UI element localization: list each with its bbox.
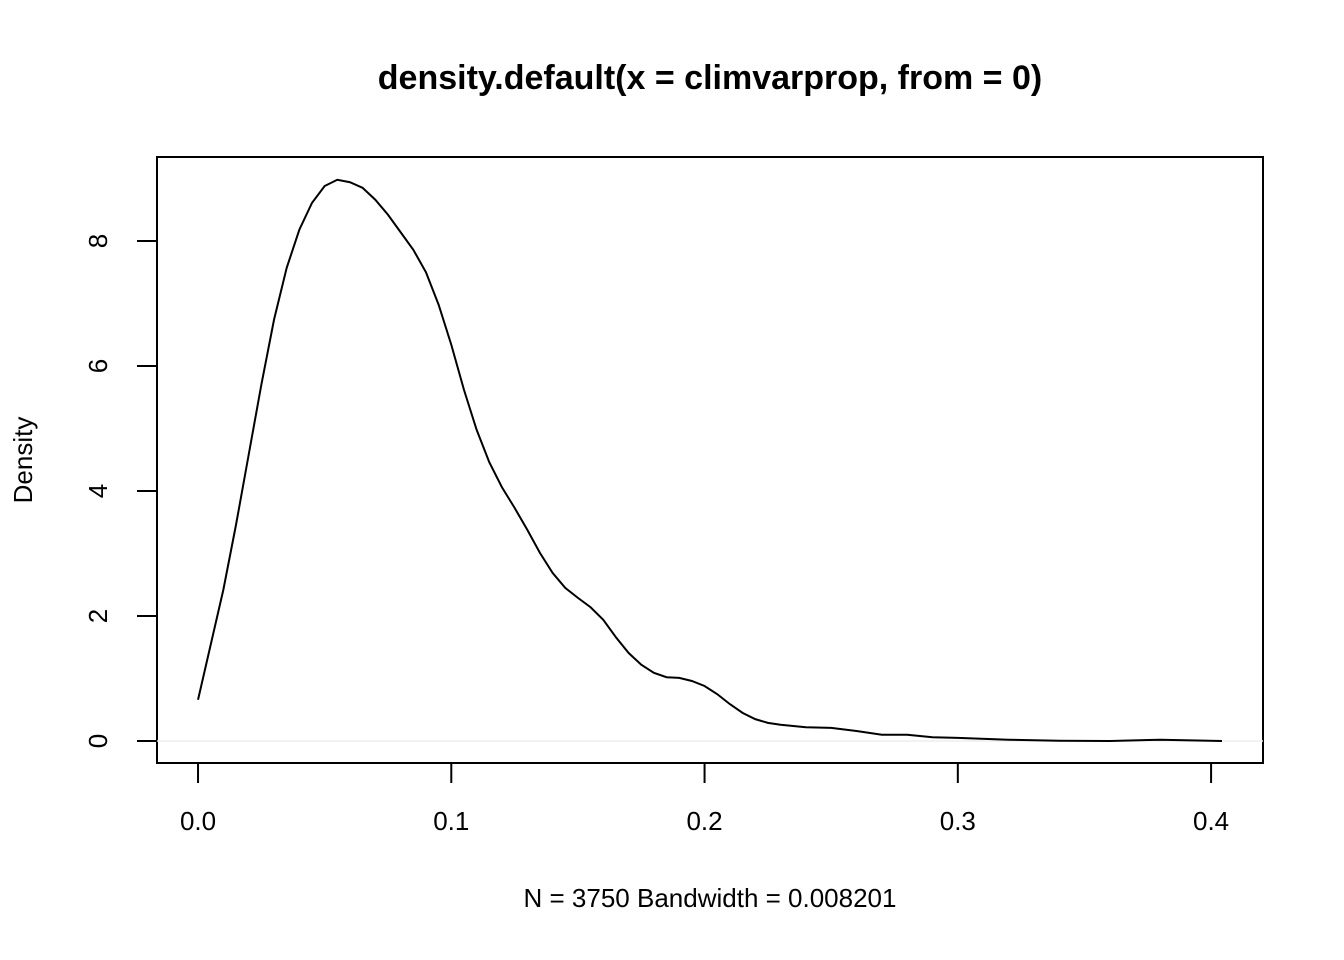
y-tick-label: 6 xyxy=(83,359,113,373)
y-tick-label: 8 xyxy=(83,234,113,248)
chart-title: density.default(x = climvarprop, from = … xyxy=(378,59,1042,97)
x-tick-label: 0.0 xyxy=(180,806,216,836)
x-tick-label: 0.2 xyxy=(686,806,722,836)
y-tick-label: 0 xyxy=(83,734,113,748)
x-tick-label: 0.1 xyxy=(433,806,469,836)
x-tick-label: 0.3 xyxy=(940,806,976,836)
plot-box xyxy=(156,156,1264,764)
x-axis-label: N = 3750 Bandwidth = 0.008201 xyxy=(524,883,897,913)
y-axis-label: Density xyxy=(8,417,38,504)
x-tick-label: 0.4 xyxy=(1193,806,1229,836)
y-tick-label: 4 xyxy=(83,484,113,498)
density-line xyxy=(197,178,1222,743)
y-tick-label: 2 xyxy=(83,609,113,623)
